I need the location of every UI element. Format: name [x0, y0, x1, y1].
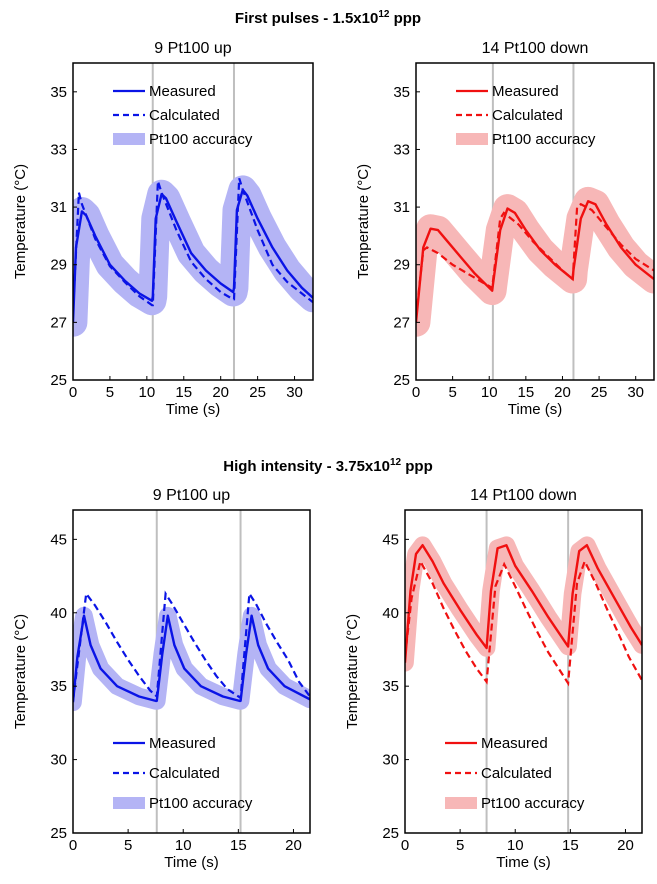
chart-title: 9 Pt100 up [153, 487, 231, 504]
x-tick-label: 5 [124, 837, 132, 854]
x-tick-label: 30 [627, 384, 644, 401]
y-axis-label: Temperature (°C) [344, 614, 361, 729]
y-tick-label: 33 [393, 141, 410, 158]
x-tick-label: 5 [456, 837, 464, 854]
legend-label: Measured [492, 83, 559, 100]
x-tick-label: 10 [139, 384, 156, 401]
y-tick-label: 40 [50, 605, 67, 622]
y-axis-label: Temperature (°C) [12, 614, 29, 729]
y-tick-label: 45 [382, 531, 399, 548]
x-tick-label: 20 [554, 384, 571, 401]
legend-label: Calculated [492, 107, 563, 124]
plot-frame [72, 509, 311, 834]
legend-label: Pt100 accuracy [149, 795, 253, 812]
legend-label: Measured [149, 83, 216, 100]
x-axis-label: Time (s) [164, 854, 218, 871]
y-axis-label: Temperature (°C) [355, 164, 372, 279]
section-title-first-pulses: First pulses - 1.5x1012 ppp [235, 9, 421, 27]
x-tick-label: 10 [507, 837, 524, 854]
legend-label: Calculated [481, 765, 552, 782]
calculated-series-line [405, 558, 642, 687]
chart-panel-3: 9 Pt100 up 0 5 10 15 20 25 30 35 40 45 Time (s) Temp… [12, 487, 311, 871]
chart-panel-2: 14 Pt100 down 0 5 10 15 20 25 30 25 27 29 31 33 35 Tim… [355, 40, 655, 418]
chart-title: 14 Pt100 down [482, 40, 589, 57]
y-tick-label: 25 [50, 825, 67, 842]
y-tick-label: 35 [382, 678, 399, 695]
calculated-series-line [73, 590, 310, 702]
x-tick-label: 15 [562, 837, 579, 854]
legend-label: Calculated [149, 107, 220, 124]
measured-series-line [73, 188, 313, 323]
x-tick-label: 20 [285, 837, 302, 854]
y-tick-label: 35 [393, 84, 410, 101]
legend-label: Measured [149, 735, 216, 752]
chart-panel-1: 9 Pt100 up 0 5 10 15 20 25 30 25 27 29 31 33 35 Time (… [12, 40, 314, 418]
x-tick-label: 20 [617, 837, 634, 854]
x-tick-label: 15 [175, 384, 192, 401]
plot-frame [415, 62, 655, 381]
calculated-series-line [73, 177, 313, 314]
legend-label: Pt100 accuracy [492, 131, 596, 148]
y-tick-label: 35 [50, 678, 67, 695]
x-tick-label: 5 [106, 384, 114, 401]
legend-label: Measured [481, 735, 548, 752]
x-tick-label: 25 [591, 384, 608, 401]
legend-label: Calculated [149, 765, 220, 782]
y-tick-label: 29 [50, 257, 67, 274]
y-tick-label: 25 [393, 372, 410, 389]
x-tick-label: 15 [518, 384, 535, 401]
plot-frame [72, 62, 314, 381]
x-tick-label: 20 [212, 384, 229, 401]
x-tick-label: 0 [69, 384, 77, 401]
chart-panel-4: 14 Pt100 down 0 5 10 15 20 25 30 35 40 45 Time (s) T… [344, 487, 643, 871]
y-tick-label: 25 [50, 372, 67, 389]
y-tick-label: 29 [393, 257, 410, 274]
y-tick-label: 27 [393, 314, 410, 331]
y-tick-label: 31 [393, 199, 410, 216]
x-tick-label: 25 [249, 384, 266, 401]
x-tick-label: 0 [69, 837, 77, 854]
y-tick-label: 30 [50, 752, 67, 769]
y-tick-label: 45 [50, 531, 67, 548]
x-axis-label: Time (s) [166, 401, 220, 418]
legend-swatch-band [445, 797, 477, 809]
y-tick-label: 31 [50, 199, 67, 216]
x-tick-label: 5 [448, 384, 456, 401]
legend-label: Pt100 accuracy [149, 131, 253, 148]
legend-swatch-band [113, 797, 145, 809]
measured-series-line [416, 200, 654, 323]
y-tick-label: 25 [382, 825, 399, 842]
calculated-series-line [416, 202, 654, 317]
x-tick-label: 30 [286, 384, 303, 401]
x-axis-label: Time (s) [496, 854, 550, 871]
x-tick-label: 0 [412, 384, 420, 401]
chart-title: 9 Pt100 up [154, 40, 232, 57]
plot-frame [404, 509, 643, 834]
measured-series-line [405, 544, 642, 663]
x-tick-label: 10 [481, 384, 498, 401]
y-tick-label: 33 [50, 141, 67, 158]
y-tick-label: 35 [50, 84, 67, 101]
y-tick-label: 40 [382, 605, 399, 622]
measured-series-line [73, 614, 310, 703]
legend-swatch-band [456, 133, 488, 145]
y-tick-label: 27 [50, 314, 67, 331]
x-tick-label: 0 [401, 837, 409, 854]
x-axis-label: Time (s) [508, 401, 562, 418]
pt100-accuracy-band [416, 186, 654, 337]
chart-title: 14 Pt100 down [470, 487, 577, 504]
y-tick-label: 30 [382, 752, 399, 769]
x-tick-label: 15 [230, 837, 247, 854]
legend-label: Pt100 accuracy [481, 795, 585, 812]
x-tick-label: 10 [175, 837, 192, 854]
y-axis-label: Temperature (°C) [12, 164, 29, 279]
legend-swatch-band [113, 133, 145, 145]
section-title-high-intensity: High intensity - 3.75x1012 ppp [223, 457, 433, 475]
